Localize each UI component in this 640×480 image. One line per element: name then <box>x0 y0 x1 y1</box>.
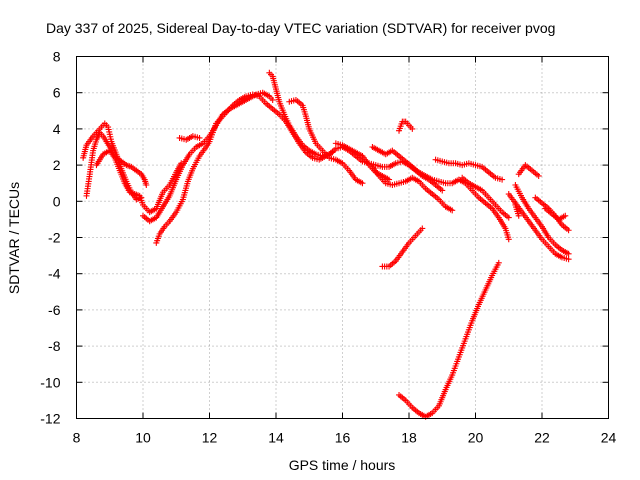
series-trace-j <box>369 163 456 214</box>
x-tick-labels: 8 10 12 14 16 18 20 22 24 <box>73 430 617 446</box>
y-tick-label: -2 <box>48 230 61 246</box>
plus-marker <box>143 182 150 189</box>
plus-marker <box>565 256 572 263</box>
y-tick-label: -4 <box>48 266 61 282</box>
y-tick-label: 2 <box>53 157 61 173</box>
series-trace-v <box>512 201 522 219</box>
y-tick-label: -12 <box>40 411 60 427</box>
y-tick-label: -6 <box>48 302 61 318</box>
y-tick-label: 6 <box>53 85 61 101</box>
x-tick-label: 16 <box>335 430 351 446</box>
series-trace-n <box>396 259 502 420</box>
y-tick-label: 0 <box>53 193 61 209</box>
plus-marker <box>269 96 276 103</box>
plus-marker <box>535 172 542 179</box>
y-axis-title: SDTVAR / TECUs <box>6 182 22 294</box>
plus-marker <box>359 180 366 187</box>
plus-marker <box>562 212 569 219</box>
plus-marker <box>495 259 502 266</box>
series-trace-g <box>266 69 446 194</box>
plus-marker <box>505 214 512 221</box>
series-trace-f <box>176 133 203 143</box>
series-trace-o <box>432 156 506 183</box>
plus-marker <box>449 207 456 214</box>
series-trace-r <box>512 182 572 257</box>
plus-marker <box>386 176 393 183</box>
y-tick-label: 8 <box>53 49 61 65</box>
grid <box>76 56 609 419</box>
plus-marker <box>419 225 426 232</box>
y-tick-label: -8 <box>48 338 61 354</box>
plus-marker <box>499 176 506 183</box>
plus-marker <box>196 134 203 141</box>
series-trace-q <box>515 162 542 179</box>
x-tick-label: 20 <box>468 430 484 446</box>
x-axis-title: GPS time / hours <box>289 457 396 473</box>
series-trace-b <box>80 120 145 203</box>
series-trace-l <box>379 225 426 270</box>
plus-marker <box>515 212 522 219</box>
series-trace-m <box>396 118 416 134</box>
series-trace-c <box>93 147 185 216</box>
plus-marker <box>439 187 446 194</box>
series-trace-u <box>542 205 569 223</box>
y-tick-labels: -12 -10 -8 -6 -4 -2 0 2 4 6 8 <box>40 49 60 427</box>
series-trace-h <box>286 96 366 187</box>
chart-title: Day 337 of 2025, Sidereal Day-to-day VTE… <box>46 20 555 36</box>
plus-marker <box>565 250 572 257</box>
x-tick-label: 22 <box>534 430 550 446</box>
y-tick-label: -10 <box>40 374 60 390</box>
x-tick-label: 14 <box>268 430 284 446</box>
data-marks <box>80 69 572 420</box>
series-trace-p <box>459 174 512 221</box>
x-tick-label: 10 <box>135 430 151 446</box>
plus-marker <box>565 227 572 234</box>
x-tick-label: 18 <box>401 430 417 446</box>
series-trace-k <box>369 144 512 243</box>
plot-frame <box>76 56 609 419</box>
plus-marker <box>409 125 416 132</box>
series-trace-s <box>505 191 572 263</box>
x-tick-label: 12 <box>202 430 218 446</box>
x-tick-label: 8 <box>73 430 81 446</box>
plus-marker <box>505 236 512 243</box>
y-tick-label: 4 <box>53 121 61 137</box>
x-tick-label: 24 <box>601 430 617 446</box>
